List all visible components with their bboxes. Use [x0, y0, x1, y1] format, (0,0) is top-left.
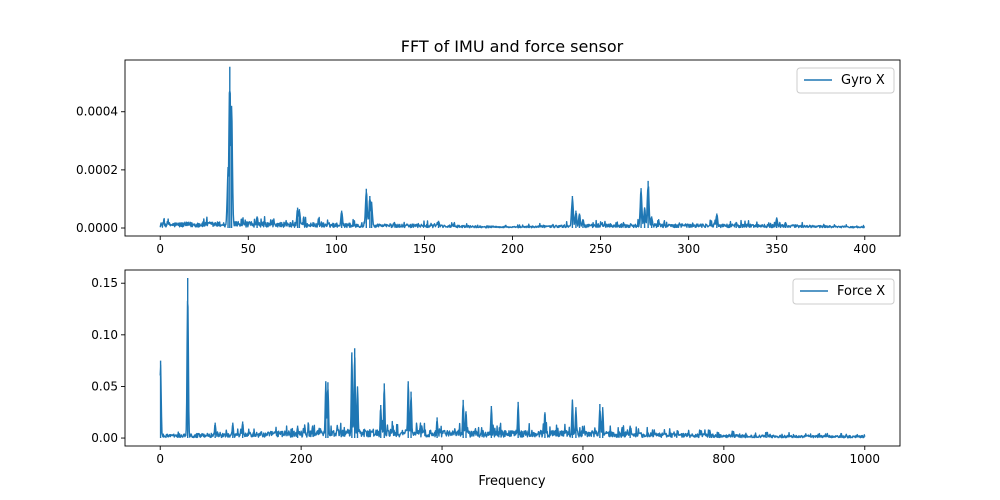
force-x-tick-label: 800 [712, 452, 735, 466]
gyro-y-tick-label: 0.0000 [76, 221, 118, 235]
gyro-x-tick-label: 250 [589, 242, 612, 256]
force-y-tick-label: 0.15 [91, 276, 118, 290]
gyro-x-tick-label: 200 [501, 242, 524, 256]
force-x-tick-label: 200 [290, 452, 313, 466]
force-y-tick-label: 0.10 [91, 328, 118, 342]
force-spectrum-line [159, 278, 866, 439]
force-subplot: 0 200 400 600 800 1000 0.00 0.05 0.10 0.15 Force … [91, 269, 901, 489]
gyro-x-tick-label: 0 [156, 242, 164, 256]
gyro-spectrum-line [159, 66, 866, 229]
force-y-tick-label: 0.00 [91, 431, 118, 445]
gyro-x-tick-label: 400 [853, 242, 876, 256]
gyro-y-tick-label: 0.0004 [76, 105, 118, 119]
force-y-tick-label: 0.05 [91, 379, 118, 393]
force-axes-frame [124, 269, 901, 447]
force-x-axis-label: Frequency [478, 474, 545, 489]
gyro-subplot: 0 50 100 150 200 250 300 350 400 0.0000 0.0002 0.00… [76, 59, 901, 256]
gyro-plot-area [125, 60, 900, 236]
gyro-x-tick-label: 300 [677, 242, 700, 256]
force-x-tick-label: 0 [156, 452, 164, 466]
force-x-tick-label: 600 [572, 452, 595, 466]
gyro-x-tick-label: 150 [413, 242, 436, 256]
force-plot-area [125, 270, 900, 446]
gyro-legend-box [796, 67, 895, 94]
force-legend-label: Force X [837, 284, 885, 299]
gyro-legend-label: Gyro X [841, 73, 885, 88]
force-x-tick-label: 400 [431, 452, 454, 466]
force-x-tick-label: 1000 [849, 452, 880, 466]
gyro-x-tick-label: 100 [325, 242, 348, 256]
figure-title: FFT of IMU and force sensor [401, 37, 624, 56]
gyro-x-tick-label: 350 [765, 242, 788, 256]
gyro-x-tick-label: 50 [241, 242, 256, 256]
gyro-y-tick-label: 0.0002 [76, 163, 118, 177]
force-legend-box [792, 278, 895, 305]
